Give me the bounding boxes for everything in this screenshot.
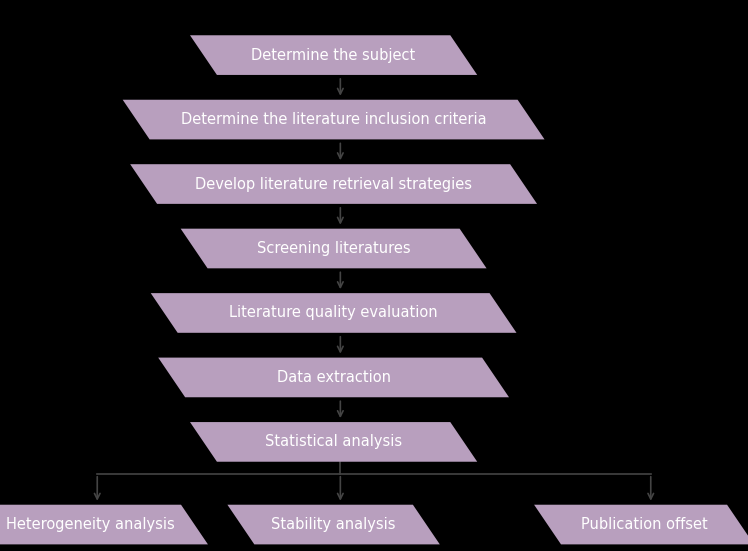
Polygon shape [190, 422, 477, 462]
Text: Heterogeneity analysis: Heterogeneity analysis [6, 517, 175, 532]
Text: Statistical analysis: Statistical analysis [265, 434, 402, 450]
Polygon shape [151, 293, 516, 333]
Polygon shape [227, 505, 440, 544]
Polygon shape [159, 358, 509, 397]
Text: Develop literature retrieval strategies: Develop literature retrieval strategies [195, 176, 472, 192]
Polygon shape [534, 505, 748, 544]
Text: Stability analysis: Stability analysis [272, 517, 396, 532]
Text: Determine the subject: Determine the subject [251, 47, 416, 63]
Text: Literature quality evaluation: Literature quality evaluation [230, 305, 438, 321]
Polygon shape [130, 164, 537, 204]
Text: Determine the literature inclusion criteria: Determine the literature inclusion crite… [181, 112, 486, 127]
Text: Publication offset: Publication offset [580, 517, 708, 532]
Text: Data extraction: Data extraction [277, 370, 390, 385]
Polygon shape [181, 229, 487, 268]
Polygon shape [123, 100, 545, 139]
Text: Screening literatures: Screening literatures [257, 241, 411, 256]
Polygon shape [190, 35, 477, 75]
Polygon shape [0, 505, 208, 544]
